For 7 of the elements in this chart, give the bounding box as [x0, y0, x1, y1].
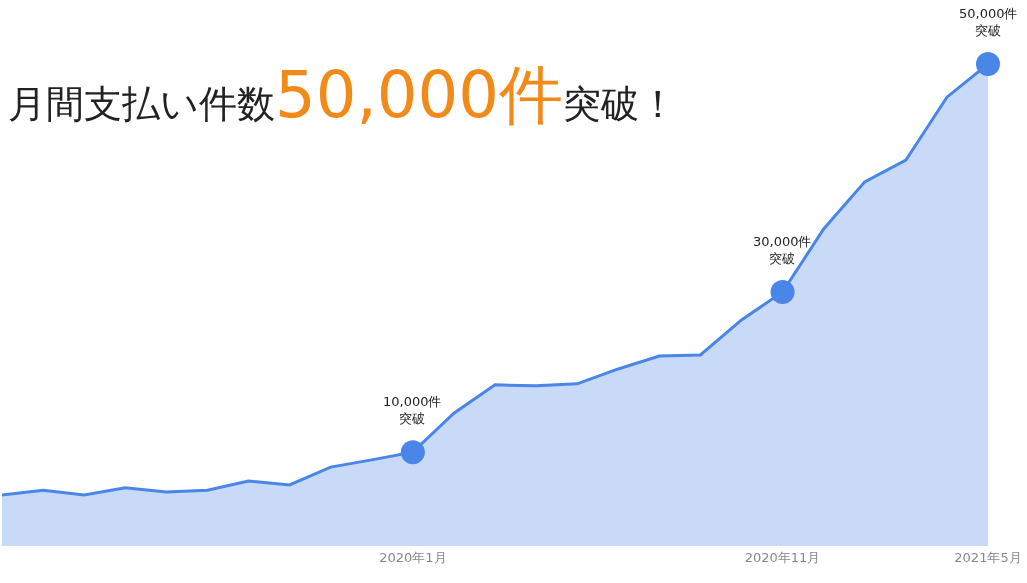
chart-title: 月間支払い件数50,000件突破！ [8, 58, 677, 132]
annotation: 10,000件突破 [383, 394, 442, 426]
x-tick-label: 2020年11月 [744, 549, 821, 565]
annotation: 30,000件突破 [753, 234, 812, 266]
x-tick-label: 2020年1月 [379, 549, 447, 565]
x-tick-label: 2021年5月 [954, 549, 1022, 565]
annotation: 50,000件突破 [959, 6, 1018, 38]
